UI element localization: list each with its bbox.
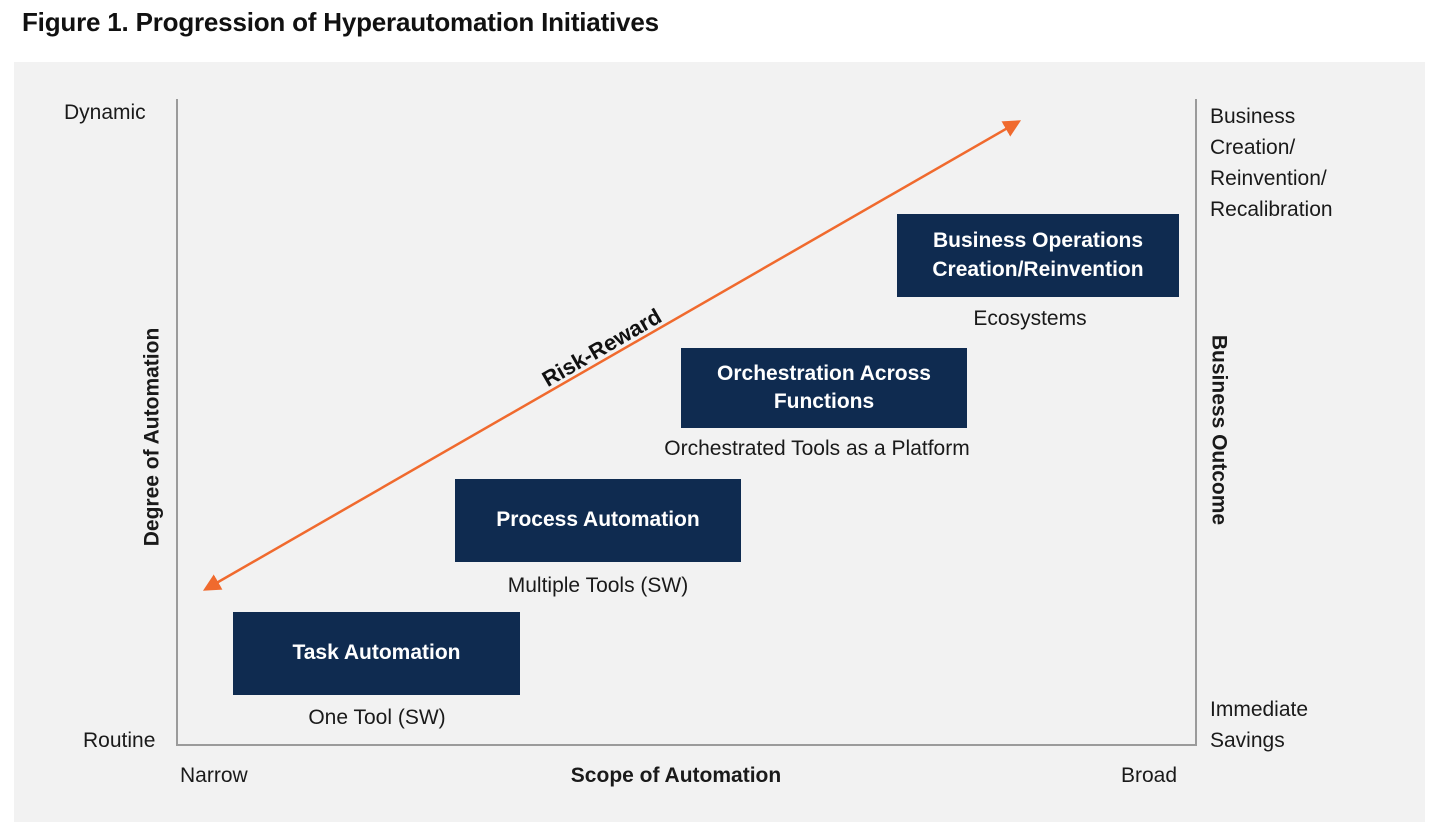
x-axis-line	[176, 744, 1197, 746]
y-axis-bottom-label: Routine	[83, 729, 156, 752]
y-axis-title: Degree of Automation	[140, 327, 164, 547]
stage-label: Orchestration Across Functions	[717, 361, 931, 413]
y-axis-line	[176, 99, 178, 746]
stage-sublabel-orchestration: Orchestrated Tools as a Platform	[664, 437, 970, 460]
x-axis-title: Scope of Automation	[570, 764, 782, 787]
stage-sublabel-business-operations: Ecosystems	[973, 307, 1087, 330]
stage-box-orchestration-across-functions: Orchestration Across Functions	[681, 348, 967, 428]
stage-sublabel-process-automation: Multiple Tools (SW)	[507, 574, 689, 597]
stage-box-process-automation: Process Automation	[455, 479, 741, 562]
right-axis-top-label: Business Creation/ Reinvention/ Recalibr…	[1210, 105, 1333, 222]
right-axis-bottom-label: Immediate Savings	[1210, 698, 1309, 753]
y-axis-top-label: Dynamic	[64, 101, 146, 124]
stage-box-task-automation: Task Automation	[233, 612, 520, 695]
right-axis-line	[1195, 99, 1197, 746]
figure-title: Figure 1. Progression of Hyperautomation…	[22, 7, 659, 37]
stage-label: Process Automation	[496, 508, 700, 532]
stage-sublabel-task-automation: One Tool (SW)	[308, 706, 446, 729]
x-axis-left-label: Narrow	[180, 764, 248, 787]
x-axis-right-label: Broad	[1121, 764, 1178, 787]
right-axis-title: Business Outcome	[1207, 334, 1231, 526]
stage-box-business-operations: Business Operations Creation/Reinvention	[897, 214, 1179, 297]
stage-label: Task Automation	[292, 641, 461, 665]
stage-label: Business Operations Creation/Reinvention	[932, 229, 1144, 281]
